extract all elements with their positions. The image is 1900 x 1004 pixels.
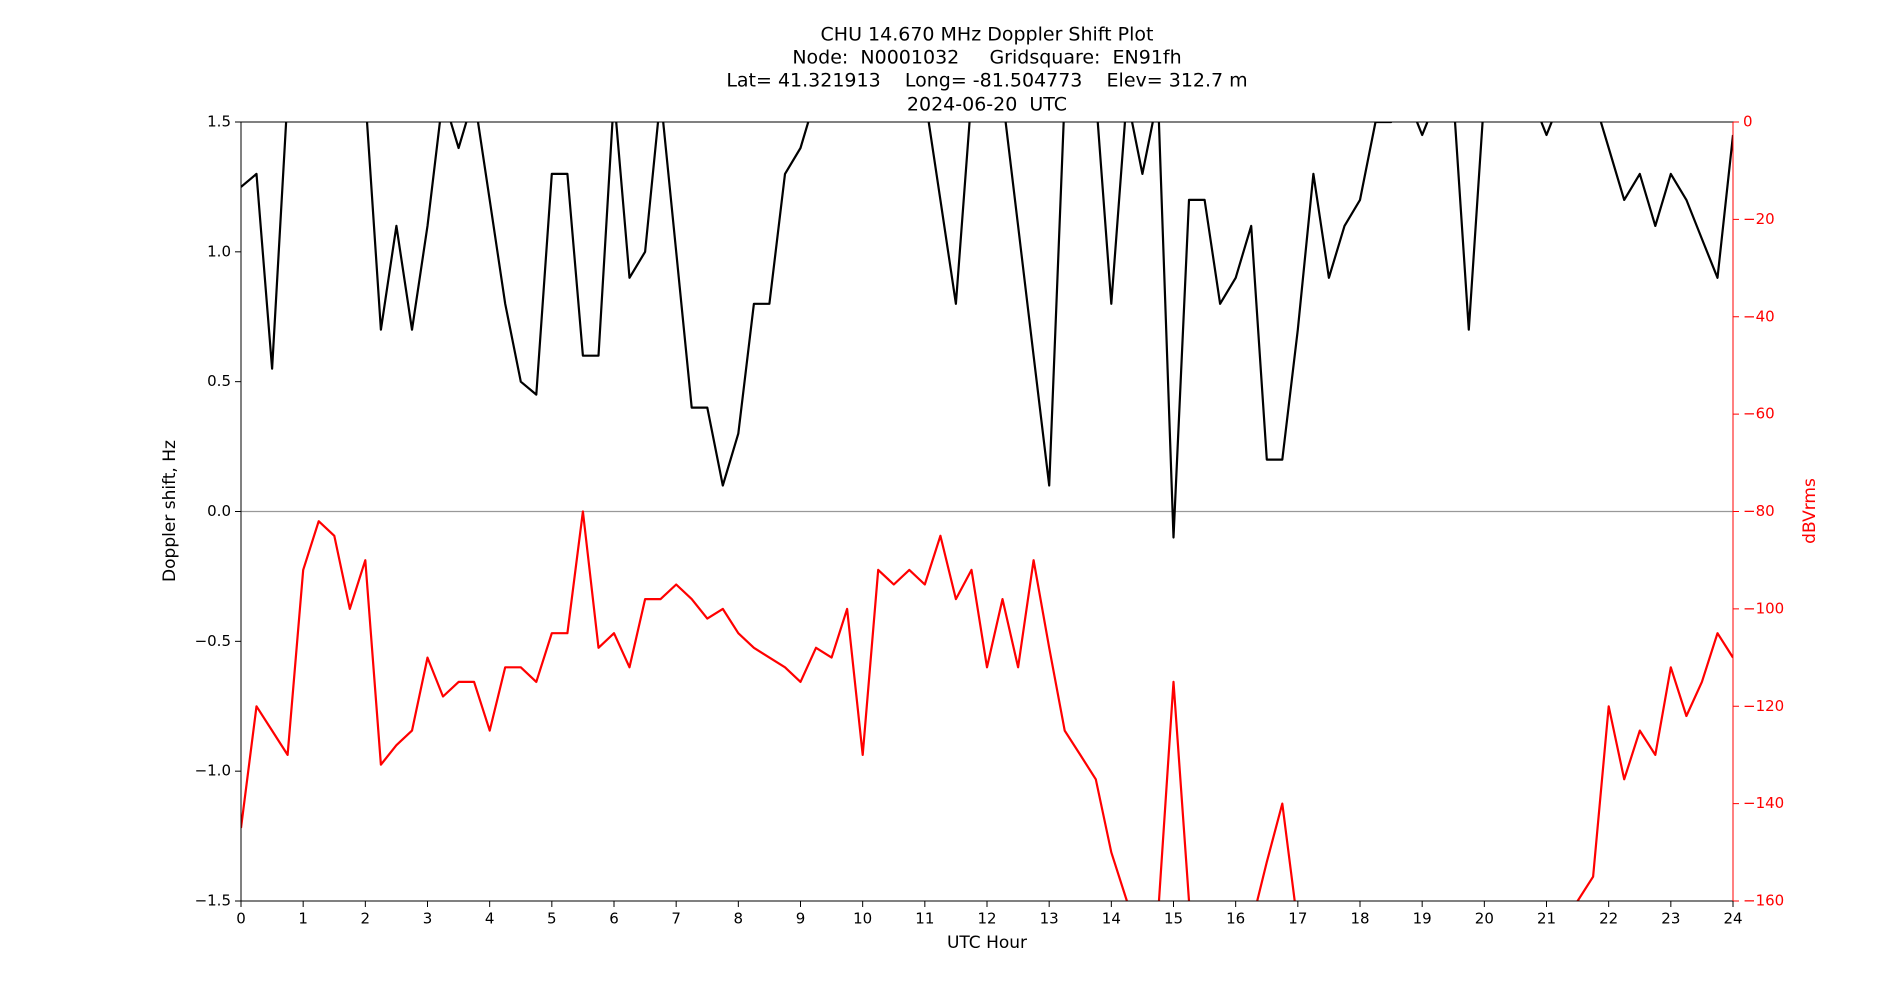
x-tick-label: 7: [671, 910, 681, 928]
x-tick-label: 20: [1475, 910, 1494, 928]
x-tick-label: 9: [796, 910, 806, 928]
data-line: [241, 510, 1733, 901]
x-tick-label: 0: [236, 910, 246, 928]
x-tick-label: 13: [1040, 910, 1059, 928]
x-tick-label: 4: [485, 910, 495, 928]
y-tick-label: −0.5: [195, 632, 231, 650]
y-tick-label: −1.5: [195, 892, 231, 910]
y2-tick-label: −140: [1743, 794, 1784, 812]
y2-tick-label: −40: [1743, 307, 1775, 325]
y2-tick-label: −60: [1743, 405, 1775, 423]
x-tick-label: 11: [915, 910, 934, 928]
x-tick-label: 16: [1226, 910, 1245, 928]
y-axis-label: Doppler shift, Hz: [160, 440, 180, 582]
chart-title: CHU 14.670 MHz Doppler Shift Plot: [821, 24, 1154, 46]
y-tick-label: 0.5: [207, 372, 231, 390]
y-tick-label: 1.0: [207, 242, 231, 260]
x-tick-label: 3: [423, 910, 433, 928]
x-tick-label: 23: [1661, 910, 1680, 928]
x-tick-label: 5: [547, 910, 557, 928]
x-tick-label: 21: [1537, 910, 1556, 928]
y-tick-label: 0.0: [207, 502, 231, 520]
x-tick-label: 6: [609, 910, 619, 928]
x-axis-label: UTC Hour: [947, 933, 1027, 953]
y2-tick-label: −80: [1743, 502, 1775, 520]
x-tick-label: 1: [298, 910, 308, 928]
x-tick-label: 2: [361, 910, 371, 928]
x-tick-label: 12: [977, 910, 996, 928]
subtitle: 2024-06-20 UTC: [907, 94, 1067, 116]
x-tick-label: 10: [853, 910, 872, 928]
x-tick-label: 14: [1102, 910, 1121, 928]
y2-tick-label: −20: [1743, 210, 1775, 228]
y2-tick-label: −100: [1743, 599, 1784, 617]
y2-tick-label: 0: [1743, 113, 1753, 131]
x-tick-label: 22: [1599, 910, 1618, 928]
y2-tick-label: −160: [1743, 892, 1784, 910]
x-tick-label: 8: [734, 910, 744, 928]
subtitle: Node: N0001032 Gridsquare: EN91fh: [792, 47, 1181, 69]
y-tick-label: −1.0: [195, 762, 231, 780]
x-tick-label: 19: [1413, 910, 1432, 928]
x-tick-label: 15: [1164, 910, 1183, 928]
subtitle: Lat= 41.321913 Long= -81.504773 Elev= 31…: [726, 70, 1247, 92]
x-tick-label: 17: [1288, 910, 1307, 928]
data-line: [241, 122, 1733, 539]
y2-axis-label: dBVrms: [1800, 478, 1820, 544]
x-tick-label: 18: [1350, 910, 1369, 928]
x-tick-label: 24: [1723, 910, 1742, 928]
y-tick-label: 1.5: [207, 113, 231, 131]
y2-tick-label: −120: [1743, 697, 1784, 715]
